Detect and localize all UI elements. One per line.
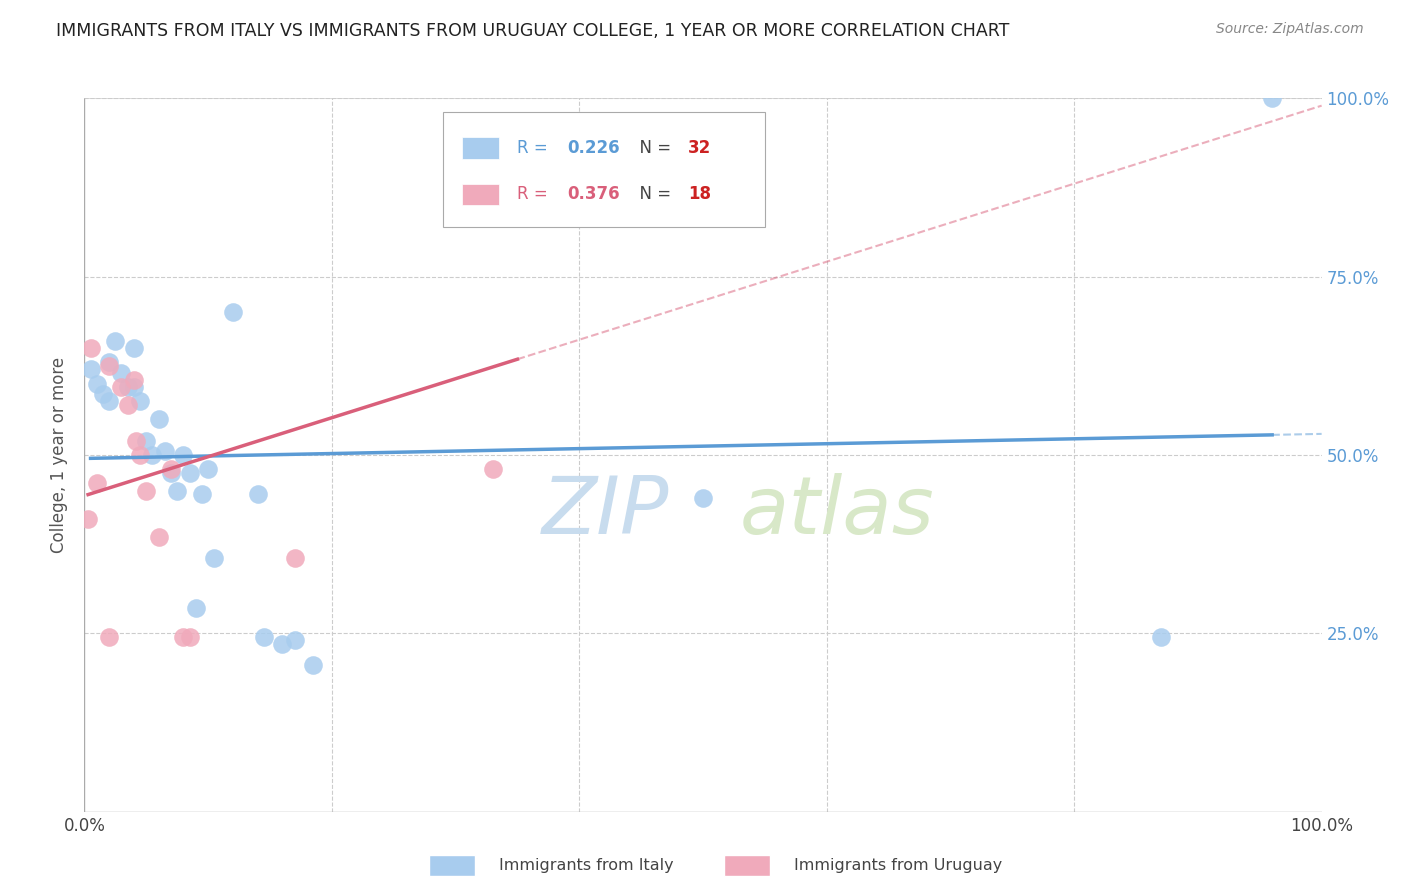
Point bbox=[222, 305, 245, 319]
Text: 18: 18 bbox=[688, 186, 711, 203]
Point bbox=[166, 483, 188, 498]
Text: ZIP: ZIP bbox=[543, 473, 669, 551]
Point bbox=[148, 530, 170, 544]
Point bbox=[160, 462, 183, 476]
Point bbox=[110, 380, 132, 394]
Point bbox=[481, 462, 503, 476]
Point bbox=[253, 630, 276, 644]
Point bbox=[98, 355, 121, 369]
Point bbox=[79, 341, 101, 355]
Point bbox=[104, 334, 127, 348]
Point bbox=[191, 487, 214, 501]
Point bbox=[184, 601, 207, 615]
Text: Immigrants from Italy: Immigrants from Italy bbox=[499, 858, 673, 872]
Point bbox=[271, 637, 294, 651]
Point bbox=[122, 341, 145, 355]
Point bbox=[153, 444, 176, 458]
Text: atlas: atlas bbox=[740, 473, 935, 551]
Point bbox=[91, 387, 114, 401]
Point bbox=[122, 380, 145, 394]
Point bbox=[117, 398, 139, 412]
Text: 0.226: 0.226 bbox=[567, 139, 620, 157]
Point bbox=[197, 462, 219, 476]
Text: N =: N = bbox=[628, 139, 676, 157]
Point bbox=[141, 448, 163, 462]
Point bbox=[302, 658, 325, 673]
Bar bbox=[461, 137, 499, 159]
Point bbox=[284, 551, 307, 566]
Y-axis label: College, 1 year or more: College, 1 year or more bbox=[51, 357, 69, 553]
Text: Immigrants from Uruguay: Immigrants from Uruguay bbox=[794, 858, 1002, 872]
Point bbox=[79, 362, 101, 376]
Text: 32: 32 bbox=[688, 139, 711, 157]
Point bbox=[129, 394, 152, 409]
Point bbox=[179, 630, 201, 644]
Point bbox=[129, 448, 152, 462]
Point bbox=[125, 434, 148, 448]
Point bbox=[506, 134, 529, 148]
Point bbox=[692, 491, 714, 505]
Point bbox=[86, 376, 108, 391]
Point bbox=[135, 434, 157, 448]
Point bbox=[1261, 91, 1284, 105]
Point bbox=[122, 373, 145, 387]
Point bbox=[172, 448, 194, 462]
Point bbox=[172, 630, 194, 644]
Point bbox=[284, 633, 307, 648]
Text: N =: N = bbox=[628, 186, 676, 203]
Text: Source: ZipAtlas.com: Source: ZipAtlas.com bbox=[1216, 22, 1364, 37]
Point bbox=[135, 483, 157, 498]
Bar bbox=[443, 112, 765, 227]
Point bbox=[86, 476, 108, 491]
Point bbox=[246, 487, 269, 501]
Point bbox=[110, 366, 132, 380]
Point bbox=[148, 412, 170, 426]
Point bbox=[202, 551, 225, 566]
Point bbox=[98, 359, 121, 373]
Text: 0.376: 0.376 bbox=[567, 186, 620, 203]
Point bbox=[98, 394, 121, 409]
Bar bbox=[461, 184, 499, 205]
Text: R =: R = bbox=[517, 139, 554, 157]
Point bbox=[77, 512, 100, 526]
Text: IMMIGRANTS FROM ITALY VS IMMIGRANTS FROM URUGUAY COLLEGE, 1 YEAR OR MORE CORRELA: IMMIGRANTS FROM ITALY VS IMMIGRANTS FROM… bbox=[56, 22, 1010, 40]
Point bbox=[179, 466, 201, 480]
Point bbox=[117, 380, 139, 394]
Point bbox=[160, 466, 183, 480]
Point bbox=[98, 630, 121, 644]
Point bbox=[1150, 630, 1173, 644]
Text: R =: R = bbox=[517, 186, 554, 203]
